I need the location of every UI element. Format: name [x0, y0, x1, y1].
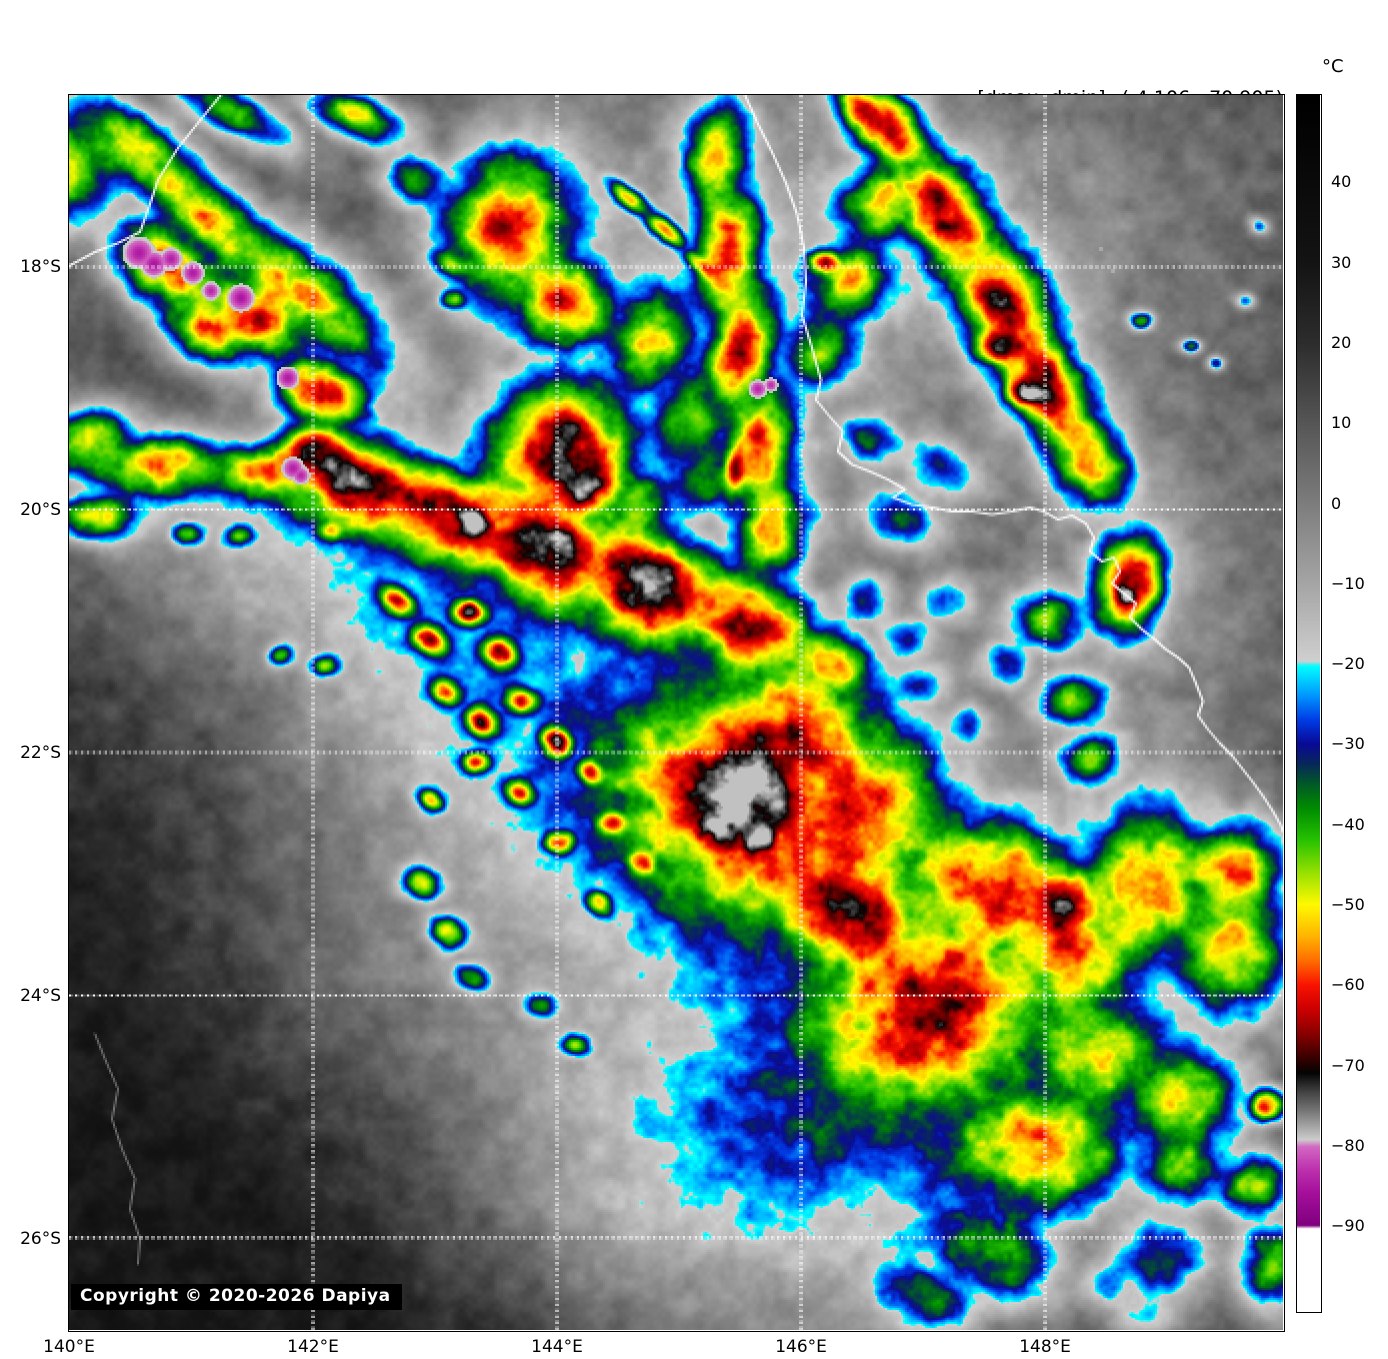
lon-tick-label: 140°E: [43, 1337, 95, 1357]
colorbar-tick-label: −80: [1331, 1136, 1365, 1156]
colorbar-frame: [1296, 94, 1322, 1313]
colorbar-tick-label: −90: [1331, 1216, 1365, 1236]
colorbar-tick-label: 30: [1331, 252, 1352, 272]
lon-tick-label: 144°E: [531, 1337, 583, 1357]
colorbar: [1297, 95, 1320, 1311]
lat-tick-label: 24°S: [20, 985, 61, 1006]
colorbar-tick-label: −10: [1331, 573, 1365, 593]
map-frame: Copyright © 2020-2026 Dapiya: [68, 94, 1285, 1332]
lat-tick-label: 22°S: [20, 742, 61, 763]
colorbar-tick-label: −60: [1331, 975, 1365, 995]
copyright-badge: Copyright © 2020-2026 Dapiya: [71, 1284, 402, 1310]
lon-tick-label: 146°E: [775, 1337, 827, 1357]
colorbar-tick-label: −20: [1331, 654, 1365, 674]
lat-tick-label: 18°S: [20, 257, 61, 278]
lon-tick-label: 142°E: [287, 1337, 339, 1357]
colorbar-tick-label: 40: [1331, 172, 1352, 192]
colorbar-unit-label: °C: [1322, 56, 1344, 77]
colorbar-tick-label: −70: [1331, 1055, 1365, 1075]
colorbar-tick-label: 0: [1331, 493, 1342, 513]
colorbar-tick-label: 10: [1331, 413, 1352, 433]
lat-tick-label: 26°S: [20, 1228, 61, 1249]
colorbar-tick-label: −30: [1331, 734, 1365, 754]
colorbar-tick-label: −50: [1331, 895, 1365, 915]
satellite-image-canvas: [69, 95, 1283, 1330]
lat-tick-label: 20°S: [20, 499, 61, 520]
colorbar-tick-label: 20: [1331, 332, 1352, 352]
lon-tick-label: 148°E: [1019, 1337, 1071, 1357]
colorbar-tick-label: −40: [1331, 814, 1365, 834]
